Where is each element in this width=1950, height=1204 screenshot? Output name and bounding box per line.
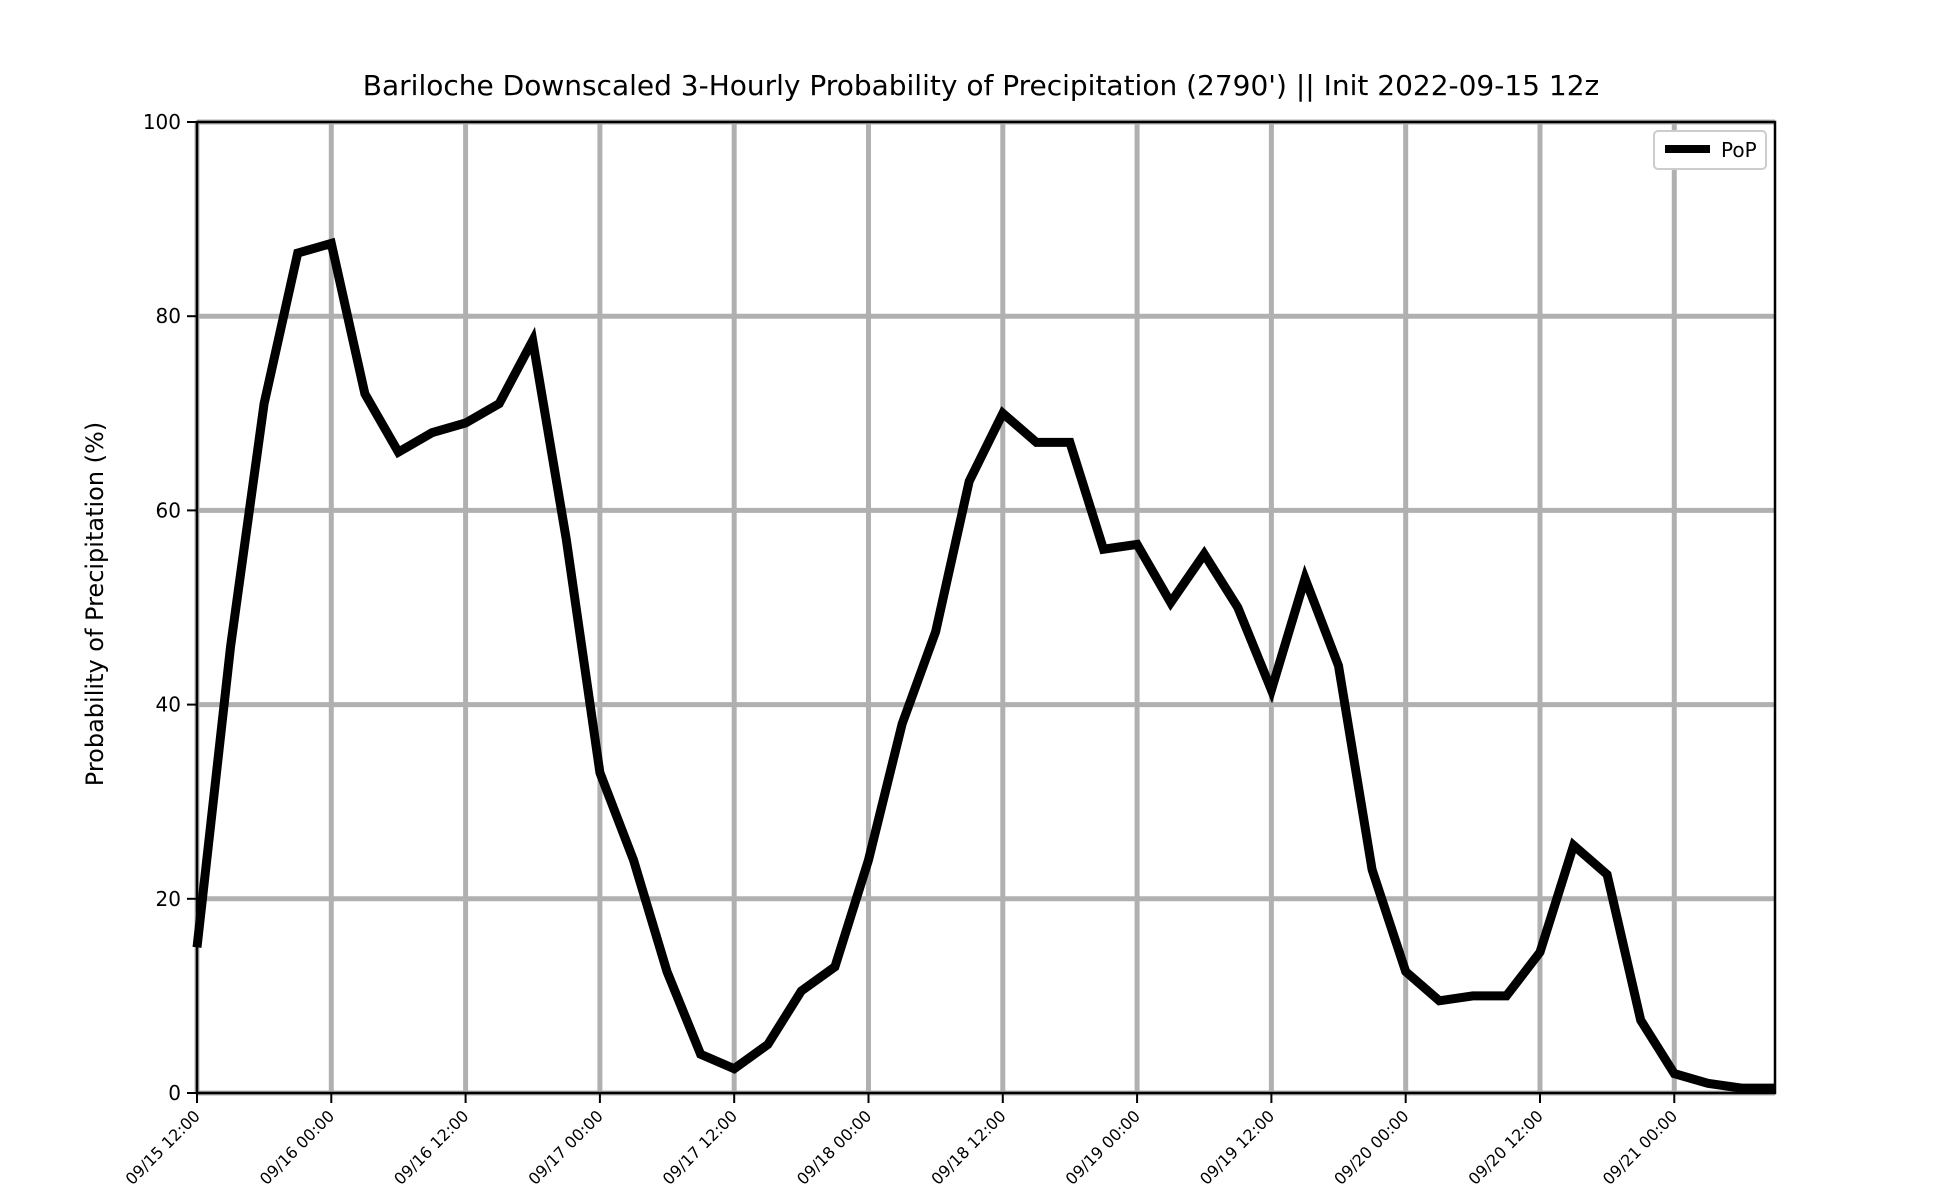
x-tick-label: 09/17 12:00 [659, 1106, 741, 1188]
chart-title: Bariloche Downscaled 3-Hourly Probabilit… [363, 69, 1599, 102]
data-point [1035, 441, 1038, 444]
y-tick-label: 100 [143, 110, 181, 134]
data-point [1203, 553, 1206, 556]
data-point [1371, 868, 1374, 871]
data-point [397, 451, 400, 454]
data-point [867, 858, 870, 861]
data-point [1136, 543, 1139, 546]
x-tick-label: 09/16 00:00 [256, 1106, 338, 1188]
data-point [632, 858, 635, 861]
data-point [1572, 844, 1575, 847]
data-point [229, 645, 232, 648]
axes-frame [195, 120, 1777, 1095]
x-ticks: 09/15 12:00 09/16 00:00 09/16 12:00 09/17 0… [122, 1093, 1681, 1189]
x-tick-label: 09/20 00:00 [1330, 1106, 1412, 1188]
data-point [699, 1053, 702, 1056]
data-point [1236, 606, 1239, 609]
x-tick-label: 09/21 00:00 [1599, 1106, 1681, 1188]
data-point [1673, 1072, 1676, 1075]
data-point [1706, 1082, 1709, 1085]
x-tick-label: 09/18 00:00 [793, 1106, 875, 1188]
data-point [1001, 412, 1004, 415]
data-point [1337, 664, 1340, 667]
data-point [1606, 873, 1609, 876]
data-point [1639, 1019, 1642, 1022]
data-point [1102, 548, 1105, 551]
y-ticks: 0 20 40 60 80 100 [143, 110, 197, 1105]
data-point [1303, 577, 1306, 580]
x-tick-label: 09/19 12:00 [1196, 1106, 1278, 1188]
data-point [464, 422, 467, 425]
data-point [1505, 994, 1508, 997]
data-point [1438, 999, 1441, 1002]
x-tick-label: 09/20 12:00 [1465, 1106, 1547, 1188]
data-point [296, 252, 299, 255]
y-tick-label: 20 [156, 887, 181, 911]
y-tick-label: 60 [156, 498, 181, 522]
data-point [1068, 441, 1071, 444]
data-point [598, 771, 601, 774]
data-point [1740, 1087, 1743, 1090]
data-point [498, 402, 501, 405]
x-tick-label: 09/17 00:00 [524, 1106, 606, 1188]
series-layer [192, 237, 1776, 1093]
x-tick-label: 09/18 12:00 [927, 1106, 1009, 1188]
legend: PoP [1653, 130, 1767, 170]
data-point [431, 431, 434, 434]
y-tick-label: 40 [156, 693, 181, 717]
legend-label-pop: PoP [1721, 138, 1757, 162]
data-point [363, 392, 366, 395]
y-tick-label: 80 [156, 304, 181, 328]
data-point [1538, 951, 1541, 954]
data-point [1270, 689, 1273, 692]
series-line-pop [192, 237, 1775, 1093]
x-tick-label: 09/15 12:00 [122, 1106, 204, 1188]
data-point [330, 242, 333, 245]
data-point [565, 538, 568, 541]
plot-frame [195, 120, 1777, 1095]
data-point [934, 630, 937, 633]
data-point [666, 970, 669, 973]
data-point [833, 965, 836, 968]
data-point [531, 339, 534, 342]
data-point [766, 1043, 769, 1046]
data-point [901, 723, 904, 726]
data-point [1169, 601, 1172, 604]
x-tick-label: 09/19 00:00 [1062, 1106, 1144, 1188]
y-axis-label: Probability of Precipitation (%) [81, 422, 109, 786]
data-point [1471, 994, 1474, 997]
data-point [1404, 970, 1407, 973]
data-point [800, 990, 803, 993]
data-point [733, 1067, 736, 1070]
data-point [263, 402, 266, 405]
y-tick-label: 0 [168, 1081, 181, 1105]
data-point [968, 480, 971, 483]
x-tick-label: 09/16 12:00 [390, 1106, 472, 1188]
